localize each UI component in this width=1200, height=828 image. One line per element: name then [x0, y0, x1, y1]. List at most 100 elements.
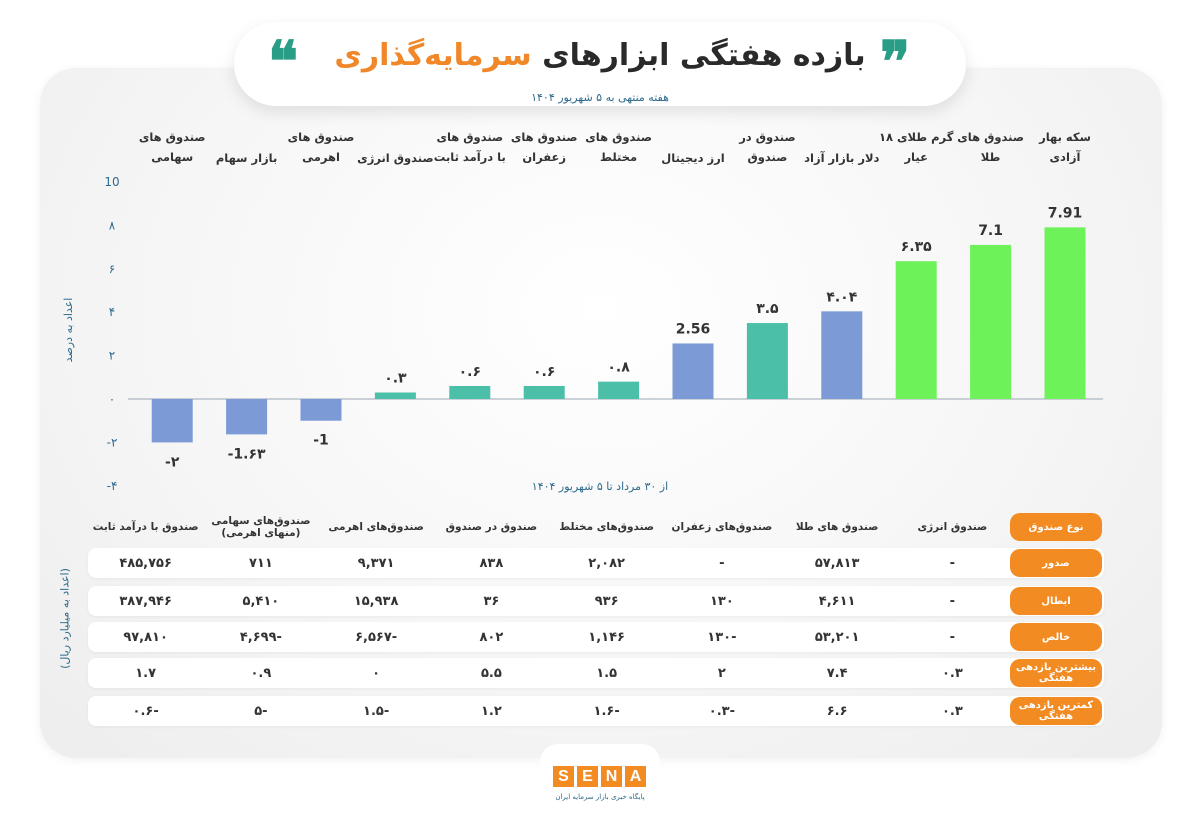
data-label: ۴.۰۴: [826, 289, 857, 305]
category-label: صندوق های: [288, 130, 355, 145]
category-label: دلار بازار آزاد: [804, 151, 879, 165]
table-cell: -۴,۶۹۹: [239, 629, 282, 645]
row-label: صدور: [1010, 549, 1102, 577]
bar: [300, 399, 342, 421]
page-title: بازده هفتگی ابزارهای سرمایه‌گذاری: [234, 38, 966, 73]
table-cell: ۵,۴۱۰: [242, 593, 280, 609]
bar: [226, 399, 268, 435]
table-cell: ۰.۳: [941, 665, 963, 681]
category-label: آزادی: [1050, 150, 1082, 164]
table-unit-label: (اعداد به میلیارد ریال): [58, 568, 72, 669]
table-row: خالص - ۵۳,۲۰۱ -۱۳۰ ۱,۱۴۶ ۸۰۲ -۶,۵۶۷ -۴,۶۹۹ ۹۷,۸۱…: [88, 622, 1104, 652]
table-cell: -: [949, 555, 956, 571]
column-header: صندوق‌های مختلط: [559, 521, 655, 533]
bar: [449, 385, 491, 399]
category-label: زعفران: [522, 150, 566, 164]
title-part2: سرمایه‌گذاری: [334, 38, 532, 73]
table-cell: -۱۳۰: [707, 629, 737, 645]
bar: [895, 261, 937, 399]
column-header: صندوق‌های اهرمی: [328, 521, 424, 533]
table-cell: ۲,۰۸۲: [588, 555, 625, 571]
data-label: -1.۶۳: [228, 446, 266, 462]
table-cell: ۱.۷: [135, 665, 157, 681]
quote-close-icon: ❝: [268, 29, 299, 95]
y-tick-label: ۴: [109, 305, 115, 319]
table-cell: ۰: [372, 665, 381, 681]
data-label: -۲: [165, 454, 180, 470]
category-label: صندوق های: [436, 130, 503, 145]
category-label: بازار سهام: [216, 151, 277, 165]
table-cell: ۱.۵: [596, 665, 618, 681]
column-header: صندوق‌های زعفران: [671, 521, 773, 533]
data-label: ۳.۵: [756, 301, 779, 317]
y-axis-title: اعداد به درصد: [62, 298, 75, 363]
table-header-label: نوع صندوق: [1010, 513, 1102, 541]
category-label: صندوق: [747, 150, 787, 165]
bar: [598, 381, 640, 399]
column-header: صندوق های طلا: [795, 521, 879, 533]
table-cell: ۰.۹: [250, 665, 272, 681]
table-row: کمترین بازدهی هفتگی ۰.۳ ۶.۶ -۰.۳ -۱.۶ ۱.۲ -۱.۵…: [88, 696, 1104, 726]
category-label: صندوق های: [511, 130, 578, 145]
title-pill: [234, 22, 966, 106]
data-label: ۰.۶: [459, 364, 481, 380]
category-label: عیار: [903, 150, 928, 164]
bar: [523, 385, 565, 399]
y-tick-label: ۶: [109, 262, 115, 276]
column-header: صندوق انرژی: [917, 521, 988, 533]
logo-letter: A: [625, 766, 646, 787]
table-cell: ۷.۴: [826, 665, 848, 681]
logo-tagline: پایگاه خبری بازار سرمایه ایران: [555, 793, 645, 801]
y-tick-label: ۲: [109, 349, 115, 363]
data-label: ۰.۶: [533, 364, 555, 380]
data-label: ۶.۳۵: [901, 239, 932, 255]
table-cell: ۴۸۵,۷۵۶: [119, 555, 172, 571]
bar: [746, 323, 788, 399]
table-cell: ۱۵,۹۳۸: [353, 593, 399, 609]
table-cell: ۵۳,۲۰۱: [814, 629, 860, 645]
category-label: اهرمی: [302, 150, 340, 164]
table-row: صدور - ۵۷,۸۱۳ - ۲,۰۸۲ ۸۳۸ ۹,۳۷۱ ۷۱۱ ۴۸۵,۷۵۶: [88, 548, 1104, 578]
table-row: بیشترین بازدهی هفتگی ۰.۳ ۷.۴ ۲ ۱.۵ ۵.۵ ۰ ۰.۹ ۱.۷: [88, 658, 1104, 688]
table-cell: -: [719, 555, 725, 571]
table-cell: -: [949, 593, 956, 609]
data-label: ۰.۸: [607, 360, 630, 376]
table-cell: ۹۳۶: [594, 593, 619, 609]
data-label: -1: [313, 433, 329, 449]
table-header-row: نوع صندوق صندوق انرژی صندوق های طلا صندوق‌ه…: [88, 512, 1104, 542]
table-cell: -۱.۶: [593, 703, 620, 719]
category-label: با درآمد ثابت: [434, 150, 506, 164]
category-label: صندوق در: [738, 130, 795, 145]
x-axis-title: از ۳۰ مرداد تا ۵ شهریور ۱۴۰۴: [532, 480, 668, 493]
category-label: سهامی: [151, 150, 193, 164]
table-row: ابطال - ۴,۶۱۱ ۱۳۰ ۹۳۶ ۳۶ ۱۵,۹۳۸ ۵,۴۱۰ ۳۸۷,۹۴۶: [88, 586, 1104, 616]
bar: [1044, 227, 1086, 399]
column-header: صندوق‌های سهامی (منهای اهرمی): [211, 515, 311, 539]
category-label: طلا: [981, 150, 1001, 164]
category-label: گرم طلای ۱۸: [879, 130, 954, 144]
category-label: صندوق های: [139, 130, 206, 145]
table-cell: ۹۷,۸۱۰: [123, 629, 168, 645]
table-cell: ۳۸۷,۹۴۶: [119, 593, 172, 609]
data-label: 2.56: [676, 321, 711, 337]
table-cell: -۰.۶: [132, 703, 159, 719]
category-label: ارز دیجیتال: [661, 151, 724, 165]
row-label: خالص: [1010, 623, 1102, 651]
category-label: صندوق های: [585, 130, 652, 145]
table-cell: ۵۷,۸۱۳: [814, 555, 860, 571]
row-label: کمترین بازدهی هفتگی: [1010, 697, 1102, 725]
logo-letter: E: [577, 766, 598, 787]
table-cell: ۸۳۸: [479, 555, 504, 571]
bar: [151, 399, 193, 443]
y-tick-label: -۲: [107, 435, 118, 449]
table-cell: ۱۳۰: [709, 593, 734, 609]
category-label: سکه بهار: [1038, 130, 1091, 144]
table-cell: ۶.۶: [826, 703, 848, 719]
table-cell: ۵.۵: [480, 665, 502, 681]
category-label: مختلط: [600, 150, 637, 164]
data-label: ۰.۳: [384, 370, 407, 386]
table-cell: -۵: [254, 703, 268, 719]
column-header: صندوق با درآمد ثابت: [92, 521, 199, 533]
logo-letter: S: [553, 766, 574, 787]
table-cell: -: [949, 629, 956, 645]
